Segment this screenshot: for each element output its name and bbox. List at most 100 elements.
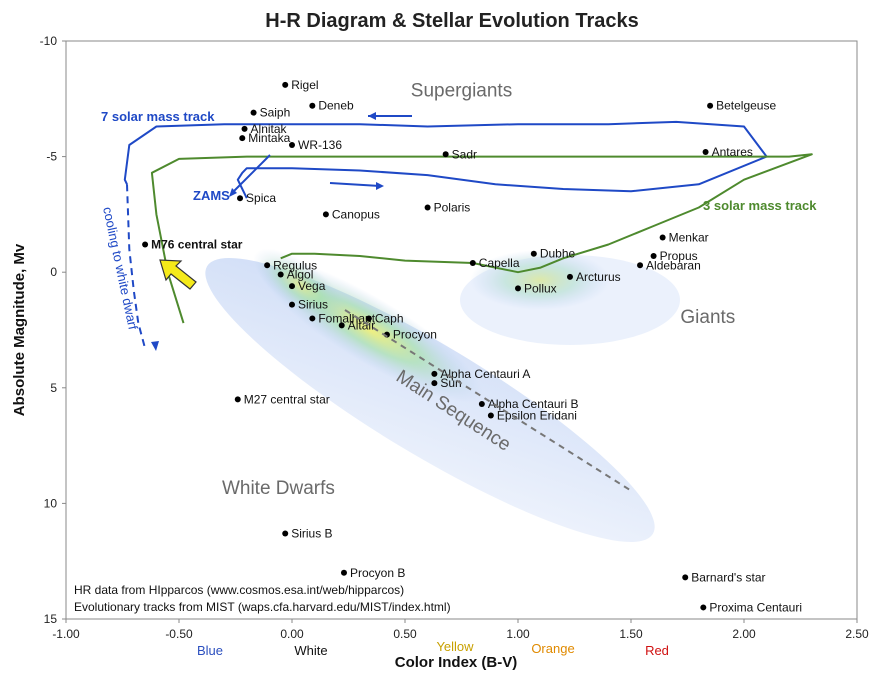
region-white-dwarfs: White Dwarfs	[222, 478, 335, 499]
data-credit-hipparcos: HR data from HIpparcos (www.cosmos.esa.i…	[74, 583, 404, 597]
star-point	[515, 285, 521, 292]
star-point	[682, 574, 689, 581]
highlight-arrow	[159, 259, 197, 290]
star-point	[340, 569, 347, 576]
y-tick-label: 10	[44, 496, 58, 510]
x-tick-label: -0.50	[165, 627, 193, 641]
y-axis-label: Absolute Magnitude, Mv	[11, 243, 28, 416]
star-point	[431, 370, 438, 377]
track-direction-arrowhead	[368, 112, 376, 120]
star-point	[650, 253, 657, 260]
star-point	[322, 211, 329, 218]
star-label: M27 central star	[244, 392, 330, 406]
y-tick-label: -10	[40, 34, 58, 48]
star-label: Proxima Centauri	[709, 600, 802, 614]
y-tick-label: -5	[46, 150, 57, 164]
star-label: Aldebaran	[646, 258, 701, 272]
hipparcos-density	[205, 248, 680, 542]
x-tick-label: 1.00	[506, 627, 530, 641]
star-point	[338, 322, 345, 329]
y-tick-labels: -10 -5 0 5 10 15	[40, 34, 66, 626]
star-point	[442, 151, 449, 158]
star-point	[530, 250, 537, 257]
zams-label: ZAMS	[193, 188, 230, 203]
star-point	[289, 283, 295, 290]
giant-branch-density	[460, 255, 680, 345]
star-point	[142, 241, 149, 248]
star-label: Vega	[298, 279, 326, 293]
star-label: Altair	[348, 318, 375, 332]
x-tick-label: 0.50	[393, 627, 417, 641]
color-label-white: White	[294, 643, 327, 658]
star-point	[309, 102, 316, 109]
color-label-blue: Blue	[197, 643, 223, 658]
y-tick-label: 0	[50, 265, 57, 279]
plot-area	[65, 40, 858, 620]
star-label: Capella	[479, 256, 520, 270]
star-point	[424, 204, 431, 211]
star-label: Sirius	[298, 298, 328, 312]
star-label: Betelgeuse	[716, 99, 776, 113]
star-label: Dubhe	[540, 247, 576, 261]
star-label: Alpha Centauri B	[488, 397, 579, 411]
star-label: Mintaka	[248, 131, 290, 145]
star-label: Pollux	[524, 281, 557, 295]
star-point	[309, 315, 316, 322]
star-point	[431, 380, 438, 387]
star-label: Barnard's star	[691, 570, 765, 584]
track-3-solar-mass-track	[150, 153, 813, 324]
star-point	[234, 396, 241, 403]
star-label: Procyon B	[350, 566, 405, 580]
track-direction-arrowhead	[376, 182, 384, 190]
star-label: Fomalhaut	[318, 311, 375, 325]
star-point	[277, 271, 284, 278]
color-label-red: Red	[645, 643, 669, 658]
chart-title: H-R Diagram & Stellar Evolution Tracks	[265, 10, 638, 32]
star-point	[478, 400, 485, 407]
track-direction-arrow	[231, 154, 271, 194]
star-label: Propus	[660, 249, 698, 263]
x-tick-label: 0.00	[280, 627, 304, 641]
star-label: Spica	[246, 191, 276, 205]
star-label: Sirius B	[291, 526, 332, 540]
x-axis-label: Color Index (B-V)	[395, 654, 518, 671]
star-label: Antares	[712, 145, 753, 159]
upper-main-sequence-density	[253, 248, 347, 322]
region-giants: Giants	[680, 307, 735, 328]
star-label: M76 central star	[151, 237, 243, 251]
main-sequence-guide	[344, 309, 631, 491]
star-label: Regulus	[273, 258, 317, 272]
track-label-3-solar-mass: 3 solar mass track	[703, 198, 817, 213]
color-label-yellow: Yellow	[436, 639, 474, 654]
star-label: Sadr	[452, 147, 477, 161]
star-label: Epsilon Eridani	[497, 409, 577, 423]
star-label: Alpha Centauri A	[440, 367, 530, 381]
star-point	[282, 530, 289, 537]
star-label: Algol	[287, 268, 314, 282]
star-point	[487, 412, 494, 419]
track-label-7-solar-mass: 7 solar mass track	[101, 109, 215, 124]
star-point	[700, 604, 707, 611]
cooling-arrowhead	[151, 341, 159, 351]
star-point	[239, 135, 246, 142]
star-point	[289, 301, 295, 308]
star-point	[250, 109, 257, 116]
x-tick-labels: -1.00 -0.50 0.00 0.50 1.00 1.50 2.00 2.50	[52, 619, 869, 641]
star-point	[237, 195, 244, 202]
star-point	[707, 102, 714, 109]
star-label: Canopus	[332, 207, 380, 221]
track-direction-arrowhead	[229, 188, 237, 197]
track-cooling-to-white-dwarf	[126, 184, 147, 349]
star-label: Arcturus	[576, 270, 621, 284]
star-label: Alnitak	[251, 122, 288, 136]
giant-clump-density	[470, 250, 610, 310]
star-label: Saiph	[260, 106, 291, 120]
x-tick-label: 1.50	[619, 627, 643, 641]
star-label: Rigel	[291, 78, 318, 92]
star-label: Procyon	[393, 328, 437, 342]
star-point	[282, 81, 289, 88]
color-label-orange: Orange	[531, 641, 574, 656]
star-label: Menkar	[669, 231, 709, 245]
y-tick-label: 15	[44, 612, 58, 626]
